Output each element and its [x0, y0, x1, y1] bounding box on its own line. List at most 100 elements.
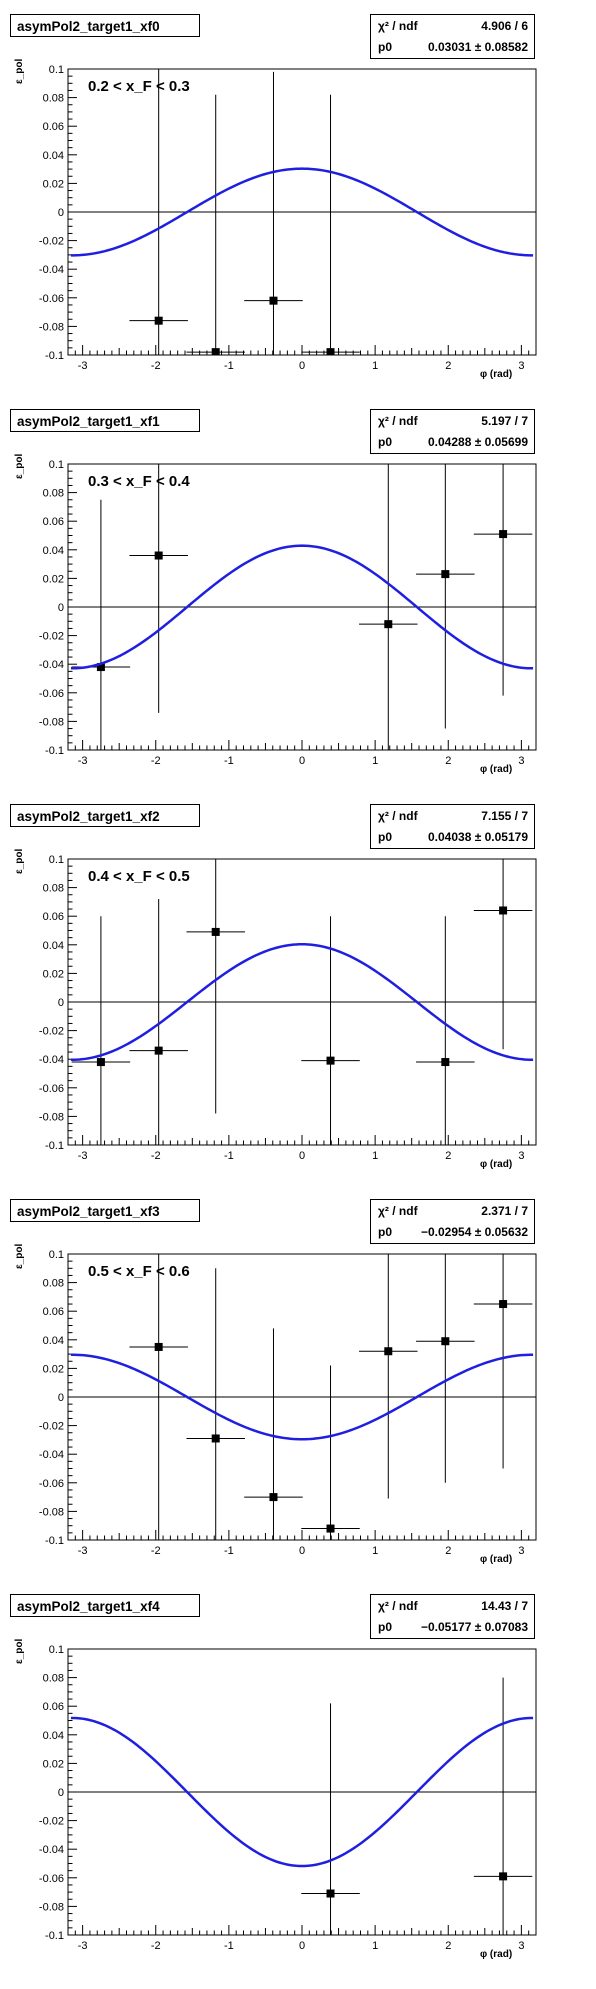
chi2-label: χ² / ndf: [378, 414, 418, 428]
x-tick-label: 1: [372, 755, 378, 767]
y-tick-label: 0.08: [43, 883, 64, 895]
y-tick-label: -0.04: [39, 1844, 64, 1856]
plot-area: 0.1 0.08 0.06 0.04 0.02 0 -0.02 -0.04 -0.06 -0.08…: [39, 64, 537, 372]
y-tick-label: -0.04: [39, 1054, 64, 1066]
chart-title: asymPol2_target1_xf4: [10, 1594, 200, 1617]
y-tick-label: -0.1: [45, 745, 64, 757]
y-tick-label: -0.06: [39, 688, 64, 700]
chart-panel: 0.1 0.08 0.06 0.04 0.02 0 -0.02 -0.04 -0.06 -0.08…: [0, 1594, 596, 1989]
y-tick-label: -0.06: [39, 1478, 64, 1490]
chi2-row: χ² / ndf 5.197 / 7: [378, 411, 528, 431]
data-series: [70, 859, 534, 1145]
data-series: [70, 69, 534, 355]
y-tick-label: 0.02: [43, 1758, 64, 1770]
y-tick-label: 0.1: [49, 64, 64, 76]
x-tick-label: -3: [78, 1150, 88, 1162]
y-tick-label: -0.08: [39, 716, 64, 728]
y-tick-label: 0.08: [43, 93, 64, 105]
y-tick-label: 0.04: [43, 545, 64, 557]
y-tick-label: 0: [58, 1787, 64, 1799]
x-tick-label: -1: [224, 360, 234, 372]
y-tick-label: 0.04: [43, 940, 64, 952]
chart-title: asymPol2_target1_xf2: [10, 804, 200, 827]
p0-label: p0: [378, 40, 393, 54]
data-point: [499, 1872, 508, 1881]
x-tick-label: 1: [372, 1545, 378, 1557]
p0-label: p0: [378, 1225, 393, 1239]
y-axis-label: ε_pol: [14, 848, 25, 874]
data-point: [441, 570, 450, 579]
x-tick-label: -1: [224, 1150, 234, 1162]
data-point: [269, 296, 278, 305]
data-point: [96, 663, 105, 672]
chart-panel: 0.1 0.08 0.06 0.04 0.02 0 -0.02 -0.04 -0.06 -0.08…: [0, 14, 596, 409]
x-tick-label: -2: [151, 1545, 161, 1557]
x-tick-label: -2: [151, 755, 161, 767]
y-tick-label: 0.02: [43, 178, 64, 190]
chart-panel: 0.1 0.08 0.06 0.04 0.02 0 -0.02 -0.04 -0.06 -0.08…: [0, 804, 596, 1199]
y-tick-label: 0.06: [43, 1701, 64, 1713]
p0-value: −0.02954 ± 0.05632: [420, 1225, 528, 1239]
y-tick-label: 0.06: [43, 911, 64, 923]
y-tick-label: 0.04: [43, 1335, 64, 1347]
y-axis-label: ε_pol: [14, 1243, 25, 1269]
p0-row: p0 0.03031 ± 0.08582: [378, 37, 528, 57]
data-point: [499, 530, 508, 539]
plot-area: 0.1 0.08 0.06 0.04 0.02 0 -0.02 -0.04 -0.06 -0.08…: [39, 1249, 537, 1557]
data-point: [384, 1347, 393, 1356]
x-tick-label: 3: [518, 360, 524, 372]
x-tick-label: 3: [518, 1150, 524, 1162]
x-tick-label: -2: [151, 1150, 161, 1162]
chart-title: asymPol2_target1_xf1: [10, 409, 200, 432]
p0-row: p0 −0.05177 ± 0.07083: [378, 1617, 528, 1637]
x-tick-label: -1: [224, 1940, 234, 1952]
y-axis-label: ε_pol: [14, 58, 25, 84]
y-tick-label: 0.08: [43, 488, 64, 500]
fit-curve: [70, 943, 534, 1061]
x-axis-label: φ (rad): [480, 1554, 513, 1565]
chi2-value: 5.197 / 7: [481, 414, 528, 428]
x-tick-label: 1: [372, 1150, 378, 1162]
x-tick-label: -1: [224, 755, 234, 767]
y-tick-label: 0.1: [49, 1644, 64, 1656]
y-tick-label: 0.1: [49, 459, 64, 471]
x-tick-label: 0: [299, 755, 305, 767]
fit-stats-box: χ² / ndf 7.155 / 7 p0 0.04038 ± 0.05179: [370, 804, 535, 849]
y-tick-label: 0.1: [49, 1249, 64, 1261]
y-tick-label: 0: [58, 997, 64, 1009]
y-axis-label: ε_pol: [14, 1638, 25, 1664]
chi2-label: χ² / ndf: [378, 1599, 418, 1613]
data-point: [154, 551, 163, 560]
x-tick-label: -3: [78, 1545, 88, 1557]
y-tick-label: 0.06: [43, 1306, 64, 1318]
data-point: [326, 1524, 335, 1533]
data-point: [499, 1300, 508, 1309]
y-tick-label: -0.06: [39, 1083, 64, 1095]
p0-value: 0.03031 ± 0.08582: [427, 40, 528, 54]
fit-curve: [70, 1716, 534, 1868]
x-tick-label: 0: [299, 1940, 305, 1952]
y-tick-label: -0.06: [39, 293, 64, 305]
p0-row: p0 0.04288 ± 0.05699: [378, 432, 528, 452]
chi2-row: χ² / ndf 4.906 / 6: [378, 16, 528, 36]
chart-title: asymPol2_target1_xf0: [10, 14, 200, 37]
x-tick-label: 1: [372, 1940, 378, 1952]
plot-area: 0.1 0.08 0.06 0.04 0.02 0 -0.02 -0.04 -0.06 -0.08…: [39, 459, 537, 767]
x-tick-label: 2: [445, 1940, 451, 1952]
y-tick-label: 0.02: [43, 968, 64, 980]
data-point: [441, 1058, 450, 1067]
y-tick-label: 0.04: [43, 150, 64, 162]
chi2-label: χ² / ndf: [378, 1204, 418, 1218]
p0-value: −0.05177 ± 0.07083: [420, 1620, 528, 1634]
y-tick-label: 0.06: [43, 121, 64, 133]
y-tick-label: -0.1: [45, 350, 64, 362]
x-tick-label: -3: [78, 1940, 88, 1952]
fit-curve: [70, 167, 534, 257]
data-series: [70, 1677, 534, 1935]
data-point: [154, 316, 163, 325]
y-tick-label: -0.08: [39, 1111, 64, 1123]
x-axis-label: φ (rad): [480, 764, 513, 775]
plot-area: 0.1 0.08 0.06 0.04 0.02 0 -0.02 -0.04 -0.06 -0.08…: [39, 1644, 537, 1952]
chi2-label: χ² / ndf: [378, 809, 418, 823]
y-tick-label: 0.1: [49, 854, 64, 866]
